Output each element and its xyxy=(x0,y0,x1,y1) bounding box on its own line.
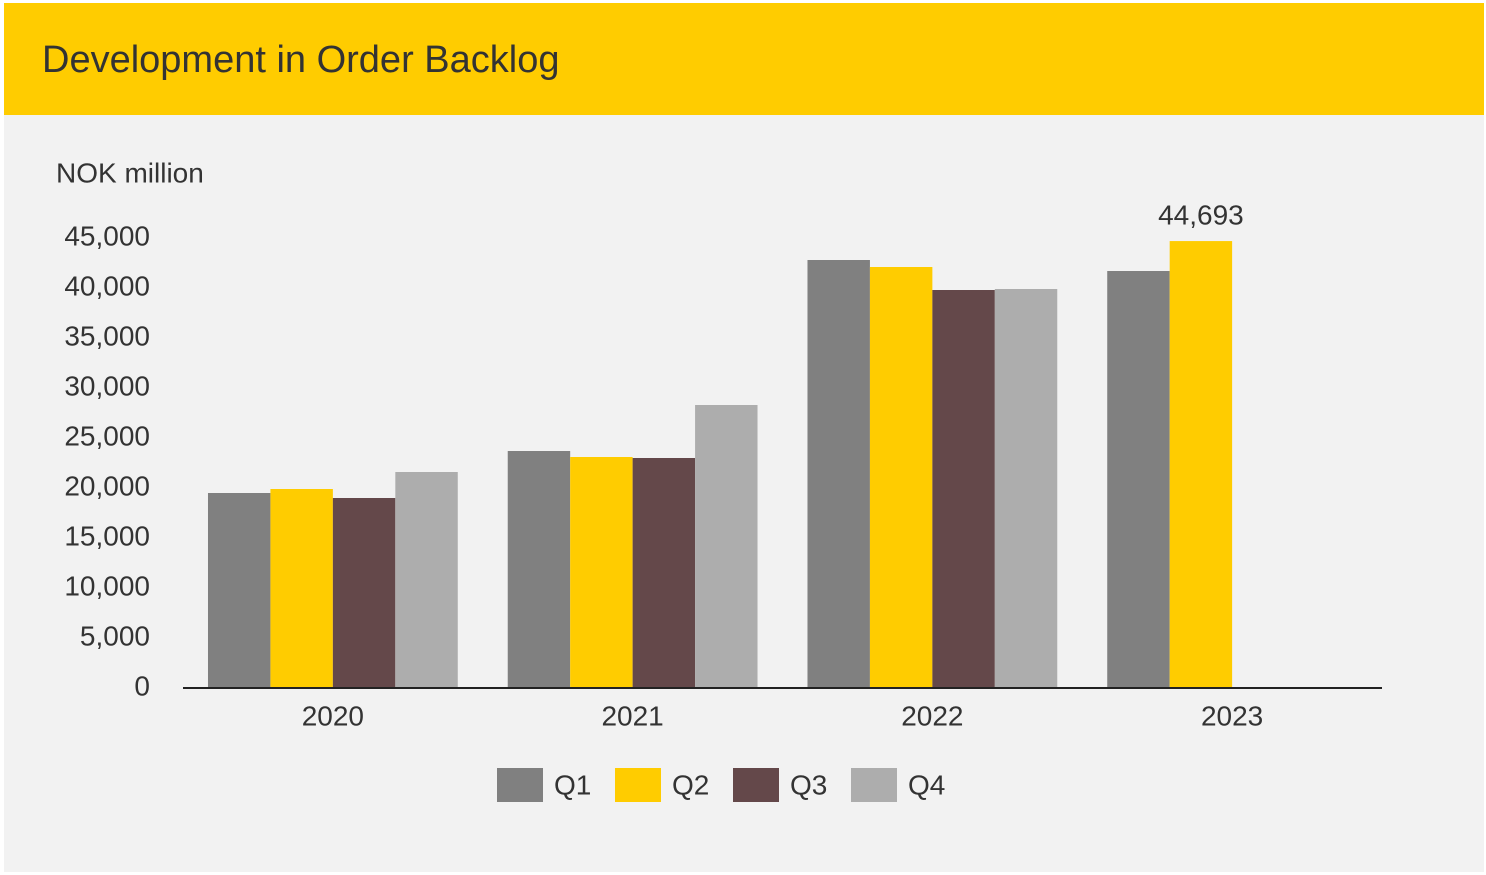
legend-label: Q2 xyxy=(672,769,709,800)
y-axis-label: NOK million xyxy=(56,157,204,188)
legend-swatch xyxy=(497,768,543,802)
bar xyxy=(395,472,458,688)
y-tick-label: 5,000 xyxy=(80,620,150,651)
y-tick-label: 40,000 xyxy=(64,270,150,301)
bar xyxy=(270,489,333,688)
bar xyxy=(1107,271,1170,688)
y-tick-label: 20,000 xyxy=(64,470,150,501)
bar xyxy=(807,260,870,688)
x-tick-label: 2021 xyxy=(601,700,663,731)
bar xyxy=(332,498,396,688)
header xyxy=(4,3,1484,115)
bar xyxy=(207,493,271,688)
bar xyxy=(994,289,1058,688)
bar xyxy=(695,405,758,688)
legend-swatch xyxy=(733,768,779,802)
x-tick-label: 2023 xyxy=(1201,700,1263,731)
bar xyxy=(570,457,633,688)
y-tick-label: 10,000 xyxy=(64,570,150,601)
legend-swatch xyxy=(851,768,897,802)
y-tick-label: 35,000 xyxy=(64,320,150,351)
data-label: 44,693 xyxy=(1158,199,1244,230)
y-tick-label: 25,000 xyxy=(64,420,150,451)
legend-label: Q4 xyxy=(908,769,945,800)
y-tick-label: 45,000 xyxy=(64,220,150,251)
y-tick-label: 30,000 xyxy=(64,370,150,401)
legend-label: Q1 xyxy=(554,769,591,800)
bar xyxy=(869,267,933,688)
bar xyxy=(507,451,571,688)
y-tick-label: 15,000 xyxy=(64,520,150,551)
x-tick-label: 2022 xyxy=(901,700,963,731)
x-tick-label: 2020 xyxy=(302,700,364,731)
bar xyxy=(1169,241,1233,688)
bar xyxy=(632,458,696,688)
chart-title: Development in Order Backlog xyxy=(42,39,559,81)
legend-swatch xyxy=(615,768,661,802)
bar xyxy=(932,290,995,688)
y-tick-label: 0 xyxy=(134,670,150,701)
legend-label: Q3 xyxy=(790,769,827,800)
